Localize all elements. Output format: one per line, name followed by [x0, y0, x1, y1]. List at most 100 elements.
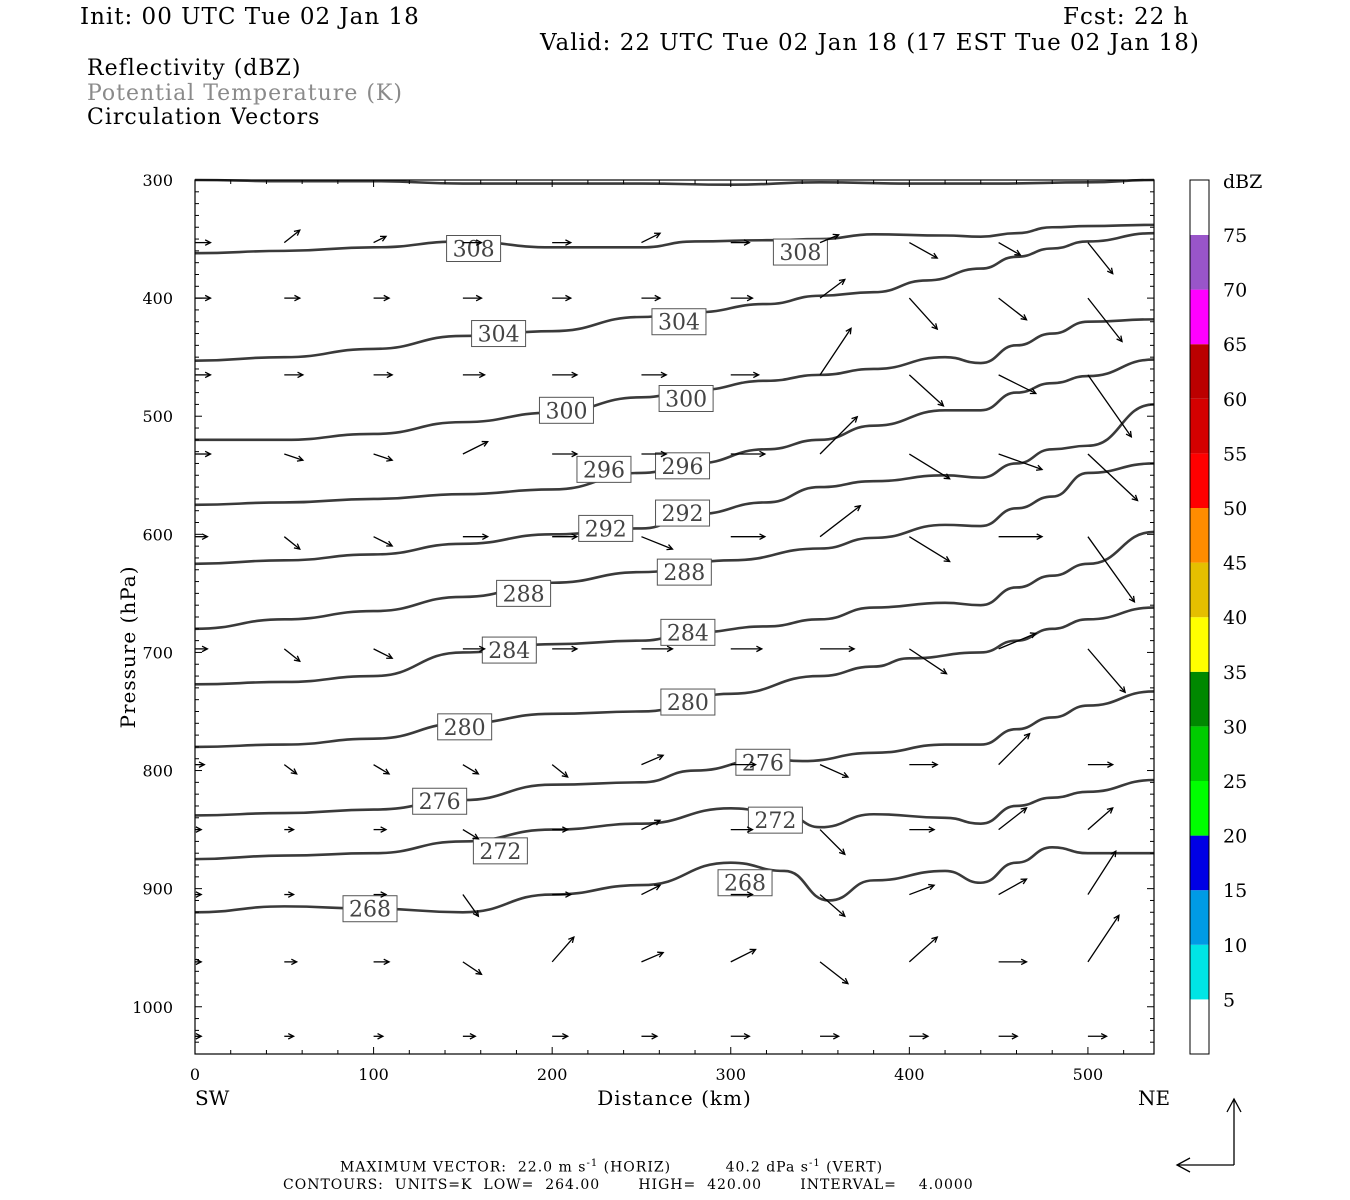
vector-head	[1119, 686, 1127, 694]
reference-vector-vertical-head	[1226, 1097, 1242, 1113]
circulation-vector	[998, 807, 1028, 831]
vector-shaft	[998, 807, 1027, 831]
isentrope-label-box	[342, 895, 398, 923]
circulation-vector	[641, 450, 668, 458]
circulation-vector	[195, 371, 212, 379]
circulation-vector	[641, 1032, 659, 1040]
vector-head	[296, 455, 305, 462]
vector-head	[562, 1032, 570, 1040]
isentrope-label-box	[412, 787, 468, 815]
circulation-vector	[1087, 297, 1123, 343]
vector-head	[749, 761, 757, 768]
circulation-vector	[730, 533, 767, 540]
circulation-vector	[462, 645, 487, 653]
circulation-vector	[1087, 536, 1136, 603]
circulation-vector	[284, 1032, 296, 1040]
vector-shaft	[819, 278, 846, 299]
circulation-vector	[1087, 914, 1120, 963]
vector-head	[666, 645, 674, 653]
vector-head	[759, 450, 767, 458]
vector-shaft	[373, 453, 393, 461]
colorbar-tick-label: 30	[1223, 716, 1247, 738]
reference-vector-horizontal-head	[1175, 1157, 1191, 1173]
colorbar-swatch	[1190, 671, 1209, 727]
vector-head	[743, 1032, 751, 1040]
y-tick-label: 600	[142, 525, 173, 544]
circulation-vector	[909, 761, 939, 768]
vector-head	[1020, 878, 1028, 885]
isentrope-label: 304	[658, 311, 700, 336]
colorbar-tick-label: 10	[1223, 935, 1247, 957]
circulation-vector	[283, 764, 298, 775]
vector-head	[195, 891, 203, 898]
colorbar-frame	[1189, 179, 1210, 1055]
vector-shaft	[908, 648, 947, 675]
isentrope-label-box	[651, 308, 707, 336]
circulation-vector	[373, 826, 388, 833]
vector-shaft	[1087, 915, 1120, 963]
circulation-vector	[373, 891, 388, 898]
vector-head	[478, 371, 487, 379]
colorbar-swatch	[1190, 835, 1209, 891]
vector-head	[1110, 849, 1117, 858]
vector-head	[841, 771, 850, 779]
isentrope-label-box	[472, 837, 528, 865]
isentrope-312	[194, 178, 1155, 187]
vector-shaft	[909, 884, 935, 896]
circulation-vector	[552, 450, 579, 458]
circulation-vector	[462, 533, 490, 540]
vector-head	[571, 371, 579, 379]
circulation-vector	[819, 894, 846, 918]
vector-shaft	[819, 234, 839, 244]
isentrope-label-box	[446, 235, 502, 263]
vector-shaft	[998, 374, 1037, 395]
circulation-vector	[641, 819, 662, 831]
vector-head	[651, 1032, 659, 1040]
circulation-vector	[284, 826, 296, 833]
vector-head	[293, 229, 301, 236]
x-end-label-sw: SW	[195, 1086, 230, 1110]
x-axis-label: Distance (km)	[597, 1086, 752, 1110]
vector-shaft	[1087, 648, 1126, 693]
vector-head	[478, 645, 487, 653]
x-tick-label: 400	[894, 1065, 925, 1084]
circulation-vector	[998, 453, 1044, 471]
x-tick-label: 500	[1073, 1065, 1104, 1084]
circulation-vector	[373, 1032, 385, 1040]
vector-shaft	[819, 416, 858, 455]
isentrope-label: 284	[667, 621, 709, 646]
isentrope-label: 288	[663, 561, 705, 586]
vector-head	[287, 891, 296, 898]
vector-shaft	[462, 829, 479, 840]
circulation-vector	[1087, 453, 1139, 502]
isentrope-label: 296	[583, 458, 625, 483]
vector-head	[383, 768, 391, 775]
vector-head	[472, 768, 480, 775]
vector-head	[386, 371, 394, 379]
vector-head	[1116, 335, 1123, 343]
circulation-vector	[1087, 242, 1114, 275]
colorbar-swatch	[1190, 289, 1209, 345]
circulation-vector	[908, 648, 948, 675]
isentrope-label-box	[655, 499, 711, 527]
vector-head	[759, 533, 767, 540]
colorbar-swatch	[1190, 453, 1209, 508]
vector-head	[931, 936, 939, 943]
vector-head	[654, 294, 662, 302]
circulation-vector	[373, 294, 391, 302]
y-tick-label: 1000	[132, 998, 173, 1017]
vector-shaft	[998, 242, 1021, 256]
vector-shaft	[462, 894, 479, 917]
vector-head	[657, 754, 665, 761]
vector-head	[565, 891, 573, 898]
circulation-vector	[462, 294, 483, 302]
vector-head	[380, 891, 388, 898]
vector-head	[287, 826, 296, 833]
circulation-vector	[552, 891, 573, 898]
circulation-vector	[998, 1032, 1019, 1040]
isentrope-308	[194, 223, 1155, 255]
circulation-vector	[819, 504, 862, 538]
circulation-vector	[373, 536, 394, 547]
vector-shaft	[373, 235, 387, 244]
max-vector-label: MAXIMUM VECTOR:	[340, 1159, 507, 1176]
